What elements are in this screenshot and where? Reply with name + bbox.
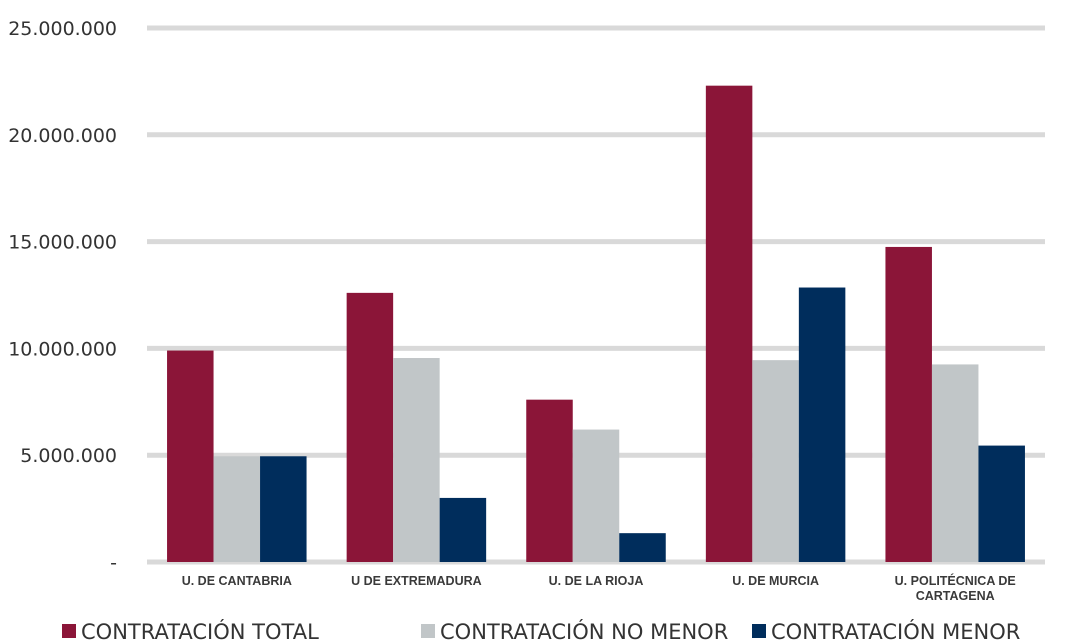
y-tick-label-3: 15.000.000 <box>8 232 117 254</box>
legend-label-0: CONTRATACIÓN TOTAL <box>81 619 319 644</box>
bar-3-2 <box>798 287 846 562</box>
x-tick-label-3-0: U. DE MURCIA <box>732 574 819 588</box>
y-tick-label-2: 10.000.000 <box>8 338 117 360</box>
legend-swatch-2 <box>752 624 766 638</box>
bar-1-0 <box>346 292 394 562</box>
bar-2-2 <box>619 533 666 562</box>
bar-4-2 <box>978 445 1025 562</box>
x-tick-label-4-0: U. POLITÉCNICA DE <box>895 573 1016 588</box>
bar-1-2 <box>439 497 487 562</box>
bar-4-0 <box>885 246 932 562</box>
bars <box>167 85 1025 562</box>
x-tick-label-0-0: U. DE CANTABRIA <box>182 574 292 588</box>
x-tick-label-1-0: U DE EXTREMADURA <box>351 574 482 588</box>
bar-0-1 <box>213 456 261 562</box>
bar-3-0 <box>705 85 753 562</box>
bar-2-0 <box>526 399 573 562</box>
y-tick-label-0: - <box>110 552 117 574</box>
bar-3-1 <box>752 360 799 562</box>
legend-label-2: CONTRATACIÓN MENOR <box>771 619 1020 644</box>
x-tick-label-2-0: U. DE LA RIOJA <box>549 574 644 588</box>
legend: CONTRATACIÓN TOTAL CONTRATACIÓN NO MENOR C… <box>62 619 1020 644</box>
bar-1-1 <box>393 358 440 562</box>
y-tick-label-1: 5.000.000 <box>20 445 117 467</box>
x-tick-label-4-1: CARTAGENA <box>916 589 995 603</box>
y-tick-label-4: 20.000.000 <box>8 125 117 147</box>
legend-swatch-1 <box>421 624 435 638</box>
bar-0-2 <box>260 456 307 562</box>
x-axis: U. DE CANTABRIA U DE EXTREMADURA U. DE LA … <box>182 573 1016 603</box>
y-axis: - 5.000.000 10.000.000 15.000.000 20.000.000… <box>8 18 117 574</box>
bar-2-1 <box>572 429 620 562</box>
y-tick-label-5: 25.000.000 <box>8 18 117 40</box>
bar-4-1 <box>931 364 979 562</box>
bar-0-0 <box>167 350 214 562</box>
legend-label-1: CONTRATACIÓN NO MENOR <box>440 619 728 644</box>
legend-swatch-0 <box>62 624 76 638</box>
